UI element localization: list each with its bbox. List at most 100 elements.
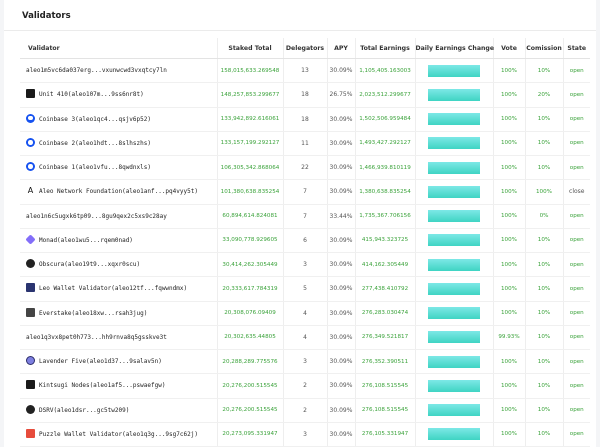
validator-cell[interactable]: aleo1n6c5ugxk6tp09...8gu9qex2c5xs9c28ay: [20, 204, 217, 229]
state-cell: open: [562, 398, 590, 423]
validator-name[interactable]: Puzzle Wallet Validator(aleo1q3g...9sg7c…: [39, 430, 198, 438]
daily-earnings-cell: [414, 179, 493, 205]
validator-name[interactable]: Aleo Network Foundation(aleo1anf...pq4vy…: [39, 188, 198, 196]
staked-total-cell: 133,157,199.292127: [216, 131, 283, 157]
total-earnings-cell: 1,735,367.706156: [354, 204, 415, 229]
delegators-cell: 4: [282, 301, 327, 326]
validator-cell[interactable]: aleo1m5vc6da037erg...vxunwcwd3vxqtcy7ln: [20, 58, 217, 84]
validator-cell[interactable]: Coinbase 1(aleo1vfu...8qwdnxls): [20, 155, 217, 181]
validator-name[interactable]: Lavender Five(aleo1d37...9salav5n): [39, 358, 162, 366]
daily-earnings-cell: [414, 301, 493, 326]
table-row[interactable]: Obscura(aleo19t9...xqxr0scu) 30,414,262.3…: [20, 252, 590, 278]
table-row[interactable]: Coinbase 1(aleo1vfu...8qwdnxls) 106,305,3…: [20, 155, 590, 181]
validator-name[interactable]: DSRV(aleo1dsr...gc5tw209): [39, 406, 130, 414]
table-row[interactable]: aleo1n6c5ugxk6tp09...8gu9qex2c5xs9c28ay 6…: [20, 204, 590, 229]
table-row[interactable]: Unit 410(aleo107m...9ss6nr8t) 148,257,853…: [20, 82, 590, 108]
validator-cell[interactable]: aleo1q3vx8pet0h773...hh9rnva8q5gsskve3t: [20, 325, 217, 351]
state-cell: open: [562, 252, 590, 278]
daily-earnings-bar: [428, 185, 480, 198]
daily-earnings-bar: [428, 404, 480, 417]
col-header-total-earnings[interactable]: Total Earnings: [354, 38, 415, 59]
total-earnings-cell: 414,162.305449: [354, 252, 415, 278]
col-header-commission[interactable]: Comission: [524, 38, 563, 59]
col-header-validator[interactable]: Validator: [20, 38, 217, 59]
apy-cell: 30.09%: [326, 107, 355, 132]
staked-total-cell: 20,276,200.515545: [216, 398, 283, 423]
apy-cell: 30.09%: [326, 228, 355, 254]
validator-name[interactable]: Unit 410(aleo107m...9ss6nr8t): [39, 91, 144, 99]
apy-cell: 30.09%: [326, 252, 355, 278]
validator-cell[interactable]: Obscura(aleo19t9...xqxr0scu): [20, 252, 217, 278]
staked-total-cell: 20,308,076.09409: [216, 301, 283, 326]
validator-cell[interactable]: Leo Wallet Validator(aleo12tf...fqwwndmx…: [20, 276, 217, 302]
col-header-staked-total[interactable]: Staked Total: [216, 38, 283, 59]
leo-wallet-logo-icon: [26, 283, 35, 293]
puzzle-logo-icon: [26, 428, 35, 438]
validator-cell[interactable]: Kintsugi Nodes(aleo1af5...pswaefgw): [20, 373, 217, 399]
table-row[interactable]: Puzzle Wallet Validator(aleo1q3g...9sg7c…: [20, 422, 590, 447]
daily-earnings-bar: [428, 88, 480, 101]
col-header-state[interactable]: State: [562, 38, 590, 59]
table-row[interactable]: Monad(aleo1wu5...rqem0nad) 33,090,778.929…: [20, 228, 590, 254]
table-row[interactable]: Everstake(aleo18xw...rsah3jug) 20,308,076…: [20, 301, 590, 326]
state-cell: close: [562, 179, 590, 205]
title-divider: [4, 30, 596, 31]
vote-cell: 100%: [492, 107, 525, 132]
table-row[interactable]: A Aleo Network Foundation(aleo1anf...pq4v…: [20, 179, 590, 205]
staked-total-cell: 30,414,262.305449: [216, 252, 283, 278]
validator-cell[interactable]: Unit 410(aleo107m...9ss6nr8t): [20, 82, 217, 108]
daily-earnings-bar: [428, 113, 480, 126]
validator-cell[interactable]: Monad(aleo1wu5...rqem0nad): [20, 228, 217, 254]
table-row[interactable]: Coinbase 3(aleo1qc4...qsjv6p52) 133,942,8…: [20, 107, 590, 132]
table-row[interactable]: aleo1m5vc6da037erg...vxunwcwd3vxqtcy7ln 1…: [20, 58, 590, 84]
state-cell: open: [562, 204, 590, 229]
validator-name[interactable]: Leo Wallet Validator(aleo12tf...fqwwndmx…: [39, 285, 188, 293]
validator-name[interactable]: Coinbase 3(aleo1qc4...qsjv6p52): [39, 115, 151, 123]
total-earnings-cell: 277,438.410792: [354, 276, 415, 302]
col-header-apy[interactable]: APY: [326, 38, 355, 59]
commission-cell: 10%: [524, 301, 563, 326]
validator-cell[interactable]: A Aleo Network Foundation(aleo1anf...pq4v…: [20, 179, 217, 205]
total-earnings-cell: 1,466,939.810119: [354, 155, 415, 181]
table-row[interactable]: Kintsugi Nodes(aleo1af5...pswaefgw) 20,27…: [20, 373, 590, 399]
lavender-logo-icon: [26, 356, 35, 366]
validator-cell[interactable]: DSRV(aleo1dsr...gc5tw209): [20, 398, 217, 423]
validator-name[interactable]: Everstake(aleo18xw...rsah3jug): [39, 309, 148, 317]
table-row[interactable]: aleo1q3vx8pet0h773...hh9rnva8q5gsskve3t 2…: [20, 325, 590, 351]
delegators-cell: 2: [282, 373, 327, 399]
table-row[interactable]: Lavender Five(aleo1d37...9salav5n) 20,288…: [20, 349, 590, 375]
validator-cell[interactable]: Coinbase 2(aleo1hdt...8slhszhs): [20, 131, 217, 157]
validator-cell[interactable]: Everstake(aleo18xw...rsah3jug): [20, 301, 217, 326]
validator-cell[interactable]: Puzzle Wallet Validator(aleo1q3g...9sg7c…: [20, 422, 217, 447]
delegators-cell: 3: [282, 422, 327, 447]
validator-name[interactable]: Coinbase 1(aleo1vfu...8qwdnxls): [39, 164, 151, 172]
col-header-delegators[interactable]: Delegators: [282, 38, 327, 59]
delegators-cell: 18: [282, 82, 327, 108]
state-cell: open: [562, 373, 590, 399]
daily-earnings-cell: [414, 325, 493, 351]
col-header-daily-earnings-change[interactable]: Daily Earnings Change: [414, 38, 494, 59]
col-header-vote[interactable]: Vote: [492, 38, 525, 59]
table-row[interactable]: Coinbase 2(aleo1hdt...8slhszhs) 133,157,1…: [20, 131, 590, 157]
commission-cell: 10%: [524, 325, 563, 351]
staked-total-cell: 20,273,095.331947: [216, 422, 283, 447]
validator-name[interactable]: Kintsugi Nodes(aleo1af5...pswaefgw): [39, 382, 166, 390]
commission-cell: 10%: [524, 398, 563, 423]
validator-name[interactable]: aleo1q3vx8pet0h773...hh9rnva8q5gsskve3t: [26, 333, 167, 341]
validator-name[interactable]: Obscura(aleo19t9...xqxr0scu): [39, 261, 141, 269]
table-row[interactable]: DSRV(aleo1dsr...gc5tw209) 20,276,200.5155…: [20, 398, 590, 423]
validator-name[interactable]: aleo1n6c5ugxk6tp09...8gu9qex2c5xs9c28ay: [26, 212, 167, 220]
daily-earnings-cell: [414, 107, 493, 132]
daily-earnings-bar: [428, 137, 480, 150]
validator-name[interactable]: Monad(aleo1wu5...rqem0nad): [39, 236, 133, 244]
total-earnings-cell: 276,283.030474: [354, 301, 415, 326]
commission-cell: 10%: [524, 58, 563, 84]
apy-cell: 30.09%: [326, 276, 355, 302]
table-row[interactable]: Leo Wallet Validator(aleo12tf...fqwwndmx…: [20, 276, 590, 302]
validator-name[interactable]: aleo1m5vc6da037erg...vxunwcwd3vxqtcy7ln: [26, 67, 167, 75]
daily-earnings-cell: [414, 422, 493, 447]
validator-cell[interactable]: Coinbase 3(aleo1qc4...qsjv6p52): [20, 107, 217, 132]
validator-name[interactable]: Coinbase 2(aleo1hdt...8slhszhs): [39, 139, 151, 147]
validator-cell[interactable]: Lavender Five(aleo1d37...9salav5n): [20, 349, 217, 375]
coinbase-logo-icon: [26, 113, 35, 123]
